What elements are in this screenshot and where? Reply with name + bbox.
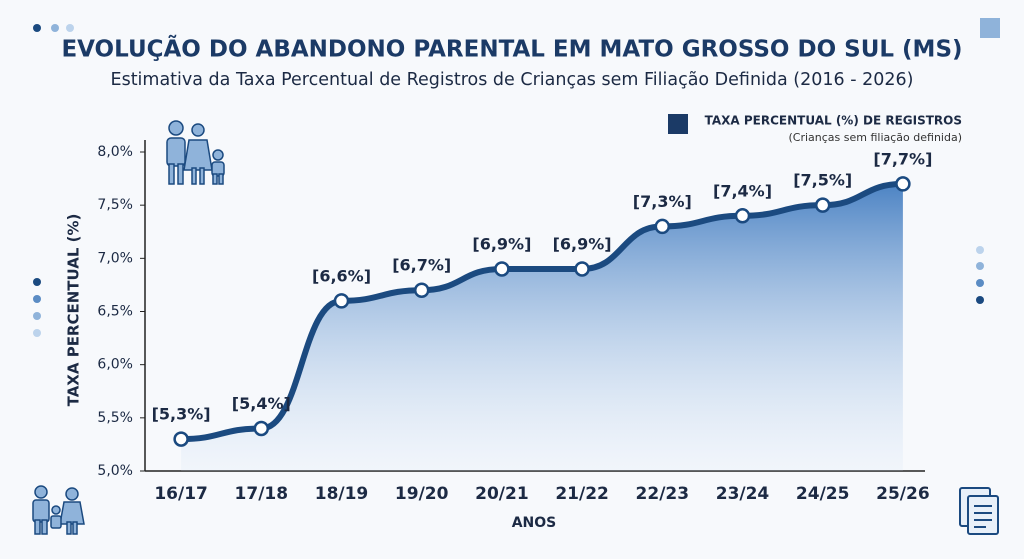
line	[178, 180, 906, 443]
value-label: [7,7%]	[873, 149, 932, 168]
value-label: [5,4%]	[232, 394, 291, 413]
point	[333, 293, 350, 309]
value-label: [6,9%]	[553, 234, 612, 253]
legend-note: (Crianças sem filiação definida)	[788, 131, 962, 144]
decor	[32, 18, 1000, 535]
x-tick-label: 17/18	[235, 484, 289, 504]
point	[173, 431, 189, 447]
chart-subtitle: Estimativa da Taxa Percentual de Registr…	[111, 70, 914, 90]
x-tick-label: 23/24	[716, 484, 770, 504]
area	[181, 183, 903, 471]
y-tick-label: 8,0%	[97, 144, 133, 160]
point	[734, 208, 751, 224]
value-label: [7,4%]	[713, 181, 772, 200]
x-tick-label: 16/17	[154, 484, 208, 504]
point	[895, 176, 911, 192]
value-label: [5,3%]	[152, 405, 211, 424]
value-label: [7,5%]	[793, 171, 852, 190]
x-tick-label: 18/19	[315, 484, 369, 504]
x-tick-label: 21/22	[555, 484, 609, 504]
x-tick-label: 22/23	[636, 484, 690, 504]
x-tick-label: 19/20	[395, 484, 449, 504]
legend-label: TAXA PERCENTUAL (%) DE REGISTROS	[705, 114, 962, 128]
y-axis-label: TAXA PERCENTUAL (%)	[65, 214, 83, 407]
point	[574, 261, 590, 277]
point	[494, 261, 510, 277]
y-tick-label: 6,5%	[97, 304, 133, 320]
point	[253, 420, 270, 437]
value-label: [6,6%]	[312, 266, 371, 285]
point	[654, 218, 671, 235]
y-tick-label: 5,5%	[97, 410, 133, 426]
x-axis-label: ANOS	[512, 515, 557, 531]
point	[413, 282, 430, 298]
y-tick-label: 6,0%	[97, 357, 133, 373]
value-label: [6,9%]	[472, 234, 531, 253]
x-tick-label: 25/26	[876, 484, 930, 504]
x-tick-label: 20/21	[475, 484, 529, 504]
value-label: [6,7%]	[392, 256, 451, 275]
y-tick-label: 5,0%	[97, 463, 133, 479]
point	[814, 197, 831, 213]
legend-swatch	[668, 114, 688, 134]
value-label: [7,3%]	[633, 192, 692, 211]
x-tick-label: 24/25	[796, 484, 850, 504]
y-tick-label: 7,0%	[97, 250, 133, 266]
y-tick-label: 7,5%	[97, 197, 133, 213]
chart-title: EVOLUÇÃO DO ABANDONO PARENTAL EM MATO GR…	[61, 35, 962, 63]
